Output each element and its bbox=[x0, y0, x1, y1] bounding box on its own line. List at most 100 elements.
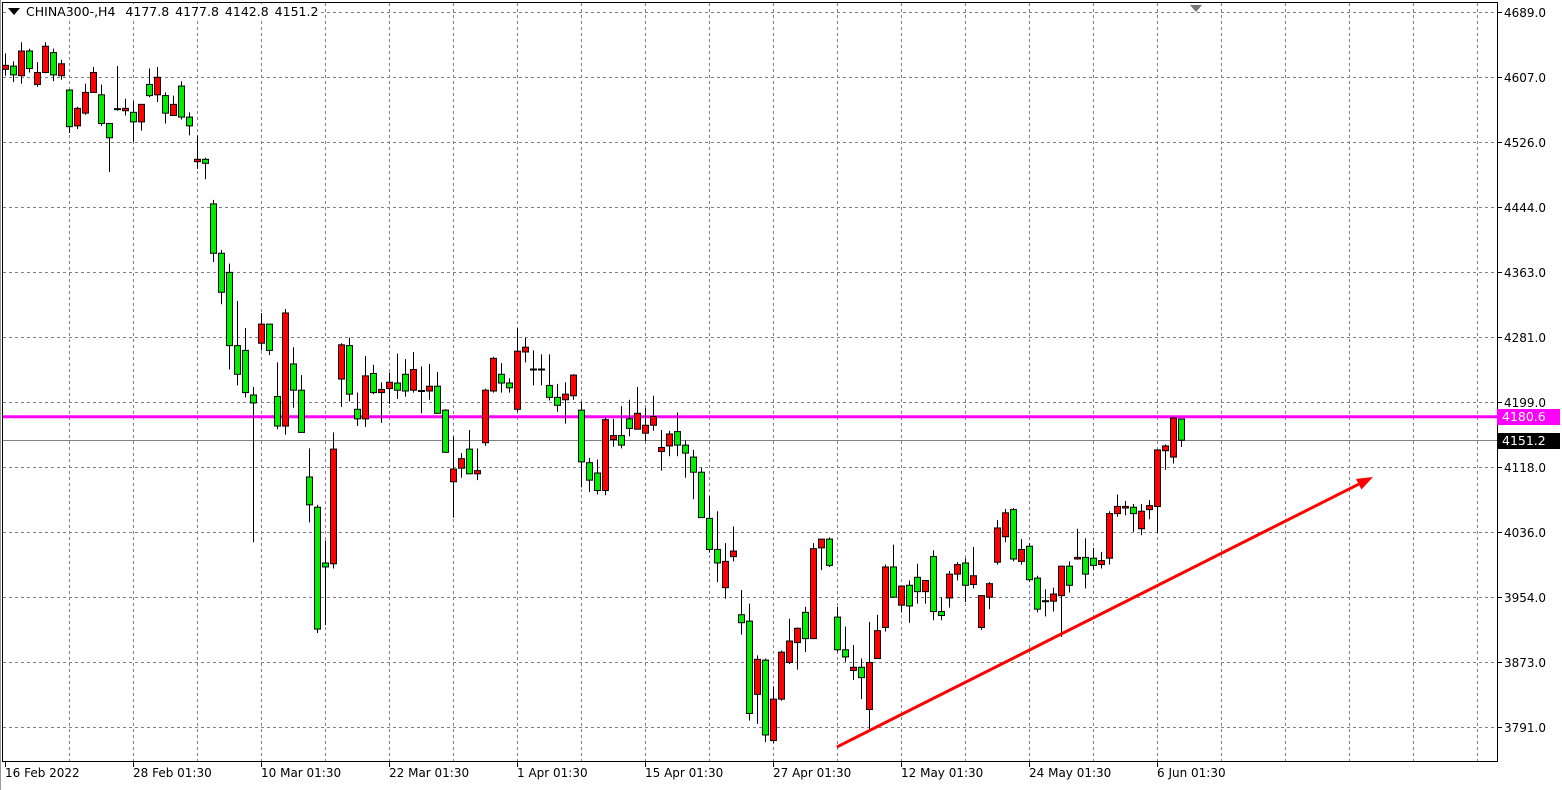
price-label: 4363.0 bbox=[1504, 265, 1546, 280]
candle bbox=[178, 81, 185, 120]
candle bbox=[802, 606, 809, 653]
candle-body bbox=[554, 396, 561, 406]
candle bbox=[994, 519, 1001, 565]
candle bbox=[386, 372, 393, 404]
candle bbox=[722, 543, 729, 599]
time-label: 27 Apr 01:30 bbox=[773, 766, 852, 780]
candle bbox=[1090, 547, 1097, 571]
candle bbox=[594, 459, 601, 495]
candle bbox=[98, 84, 105, 126]
candle-body bbox=[26, 50, 33, 70]
candle bbox=[610, 418, 617, 447]
candle bbox=[226, 263, 233, 370]
candle bbox=[1122, 500, 1129, 516]
candle bbox=[826, 537, 833, 567]
candle-body bbox=[1122, 505, 1129, 509]
candle bbox=[1106, 511, 1113, 565]
candle-body bbox=[210, 203, 217, 254]
candle bbox=[634, 387, 641, 430]
candle bbox=[930, 550, 937, 621]
candle-body bbox=[194, 158, 201, 163]
candle-body bbox=[410, 369, 417, 391]
candle bbox=[210, 199, 217, 263]
candle-body bbox=[1002, 512, 1009, 538]
price-label: 4444.0 bbox=[1504, 200, 1546, 215]
candle bbox=[978, 595, 985, 630]
price-label: 4199.0 bbox=[1504, 395, 1546, 410]
candle bbox=[506, 378, 513, 393]
candle bbox=[562, 382, 569, 424]
candle-body bbox=[810, 548, 817, 640]
candle-body bbox=[42, 45, 49, 74]
candle bbox=[1018, 539, 1025, 565]
candle-body bbox=[834, 616, 841, 651]
trendline[interactable] bbox=[836, 476, 1373, 749]
candle-body bbox=[442, 409, 449, 453]
candle bbox=[138, 103, 145, 131]
candle bbox=[570, 374, 577, 400]
candle-body bbox=[754, 658, 761, 695]
candle bbox=[146, 68, 153, 98]
candle bbox=[1066, 561, 1073, 593]
time-label: 28 Feb 01:30 bbox=[133, 766, 212, 780]
candle bbox=[74, 106, 81, 130]
dropdown-triangle-icon[interactable] bbox=[8, 8, 20, 15]
candle-body bbox=[242, 349, 249, 394]
candle bbox=[514, 328, 521, 412]
candle-body bbox=[314, 506, 321, 630]
candle-body bbox=[594, 472, 601, 492]
candle-body bbox=[770, 698, 777, 742]
candle-body bbox=[322, 562, 329, 568]
candle bbox=[346, 337, 353, 402]
time-label: 10 Mar 01:30 bbox=[261, 766, 342, 780]
candle bbox=[898, 585, 905, 613]
candle bbox=[434, 371, 441, 414]
candle-body bbox=[786, 640, 793, 664]
candle-body bbox=[50, 52, 57, 76]
candle bbox=[10, 61, 17, 83]
candle bbox=[658, 430, 665, 471]
time-label: 22 Mar 01:30 bbox=[389, 766, 470, 780]
candle-body bbox=[1106, 513, 1113, 559]
candle-body bbox=[962, 562, 969, 586]
plot-frame bbox=[2, 2, 1498, 762]
candle-body bbox=[346, 345, 353, 395]
candle-body bbox=[994, 527, 1001, 563]
candle-body bbox=[130, 111, 137, 123]
price-label: 4689.0 bbox=[1504, 5, 1546, 20]
candle-body bbox=[1026, 545, 1033, 581]
candle-body bbox=[122, 107, 129, 112]
candle bbox=[962, 558, 969, 602]
candle bbox=[370, 364, 377, 395]
candle-body bbox=[74, 107, 81, 127]
candle-body bbox=[802, 611, 809, 640]
candle bbox=[674, 412, 681, 457]
trendline-line bbox=[836, 482, 1360, 749]
symbol-timeframe: CHINA300-,H4 bbox=[26, 4, 116, 19]
grid bbox=[3, 3, 1502, 767]
candle bbox=[642, 407, 649, 442]
candle bbox=[66, 89, 73, 134]
time-label: 15 Apr 01:30 bbox=[645, 766, 724, 780]
candle-body bbox=[450, 468, 457, 483]
candle-body bbox=[274, 396, 281, 427]
candle bbox=[1178, 418, 1185, 447]
candle-body bbox=[178, 85, 185, 118]
candle-body bbox=[466, 448, 473, 475]
candle bbox=[418, 366, 425, 414]
candle-body bbox=[146, 83, 153, 97]
candle bbox=[682, 440, 689, 478]
candle bbox=[842, 626, 849, 662]
candle-body bbox=[698, 471, 705, 519]
candle-body bbox=[658, 447, 665, 453]
candle bbox=[954, 562, 961, 581]
candle-body bbox=[634, 412, 641, 430]
chart-shift-marker-icon[interactable] bbox=[1190, 5, 1202, 12]
candle bbox=[82, 83, 89, 115]
candle bbox=[866, 621, 873, 731]
candle-body bbox=[722, 560, 729, 589]
time-label: 24 May 01:30 bbox=[1029, 766, 1112, 780]
candle bbox=[378, 382, 385, 423]
candle bbox=[834, 606, 841, 653]
